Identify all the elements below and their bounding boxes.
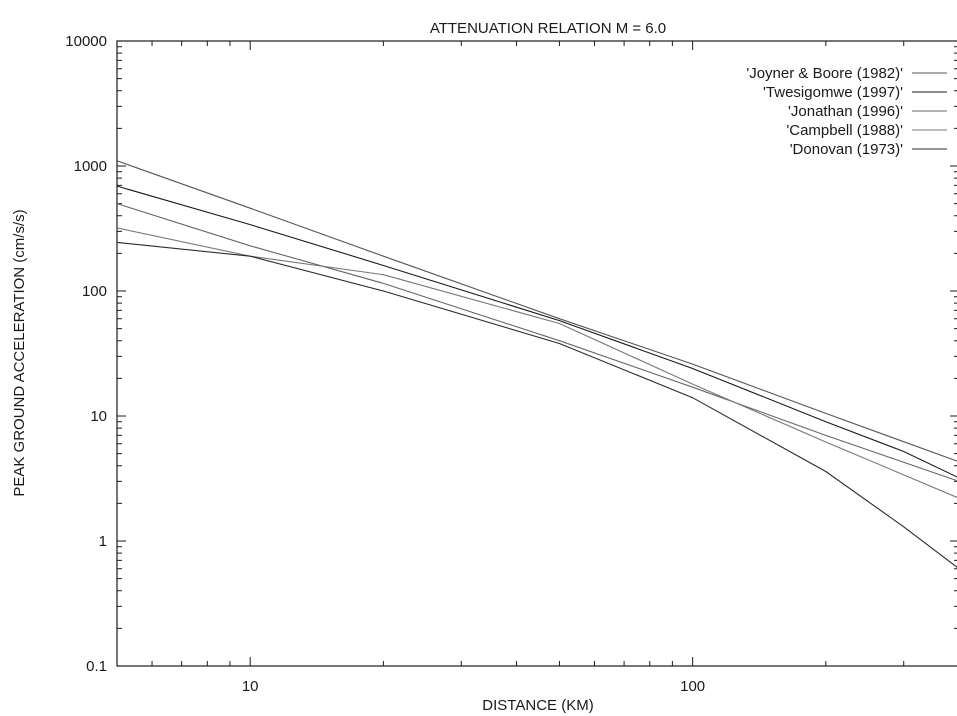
chart-title: ATTENUATION RELATION M = 6.0 <box>430 20 666 37</box>
y-tick-label: 1 <box>99 533 107 550</box>
plot-frame <box>116 40 957 667</box>
series-line-2 <box>117 185 957 478</box>
y-tick-label: 100 <box>82 283 107 300</box>
legend: 'Joyner & Boore (1982)' 'Twesigomwe (1997… <box>746 65 947 158</box>
y-tick-label: 10 <box>90 408 107 425</box>
series-line-3 <box>117 203 957 482</box>
legend-label: 'Twesigomwe (1997)' <box>763 84 903 101</box>
series-line-1 <box>117 160 957 462</box>
y-axis-title: PEAK GROUND ACCELERATION (cm/s/s) <box>11 209 28 496</box>
legend-label: 'Jonathan (1996)' <box>788 103 903 120</box>
legend-label: 'Donovan (1973)' <box>790 141 903 158</box>
legend-label: 'Joyner & Boore (1982)' <box>746 65 903 82</box>
series-lines <box>117 160 957 568</box>
legend-label: 'Campbell (1988)' <box>786 122 903 139</box>
x-axis-title: DISTANCE (KM) <box>482 697 593 714</box>
series-line-5 <box>117 241 957 568</box>
x-tick-label: 100 <box>680 678 705 695</box>
y-tick-label: 0.1 <box>86 658 107 675</box>
x-tick-label: 10 <box>242 678 259 695</box>
y-tick-label: 10000 <box>65 33 107 50</box>
tick-labels: 0.1 1 10 100 1000 10000 10 100 <box>65 33 705 695</box>
series-line-4 <box>117 227 957 498</box>
y-tick-label: 1000 <box>74 158 107 175</box>
